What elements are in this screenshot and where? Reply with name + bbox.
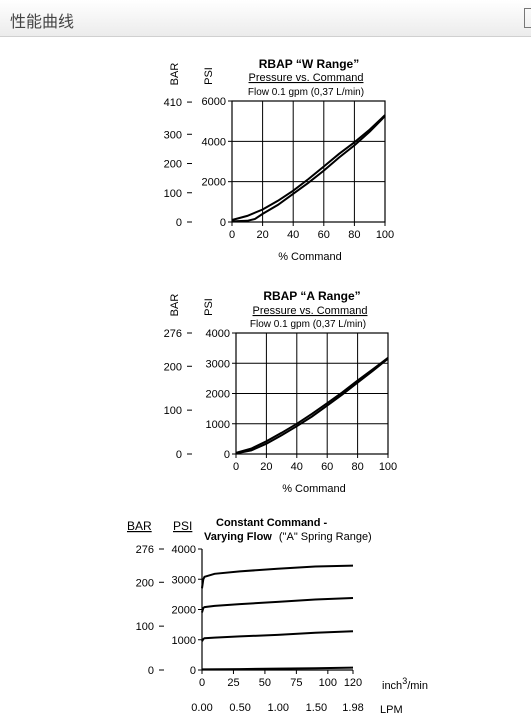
bar-tick-label: 100 [164,188,182,200]
y-tick-label: 2000 [172,605,196,617]
bar-tick-label: 276 [136,544,154,556]
panel-header: 性能曲线 [0,0,531,37]
x-tick-label: 20 [256,229,268,241]
x-tick-label: 75 [290,677,302,689]
series-line [231,114,386,221]
x2-tick-label: 1.50 [306,702,327,714]
x-tick-label: 80 [351,461,363,473]
y-tick-label: 2000 [202,177,226,189]
x-tick-label: 40 [291,461,303,473]
bar-tick-label: 200 [164,159,182,171]
bar-tick-label: 200 [164,361,182,373]
x-tick-label: 100 [376,229,394,241]
bar-axis-label: BAR [169,63,181,86]
x-tick-label: 20 [260,461,272,473]
expand-icon[interactable] [524,8,531,28]
chart-note: Flow 0.1 gpm (0,37 L/min) [250,319,366,330]
svg-text:Varying Flow ("A" Spring R: Varying Flow ("A" Spring Range) [204,531,372,543]
chart-title: Constant Command - [216,517,328,529]
y-tick-label: 0 [190,665,196,677]
chart-subtitle: Pressure vs. Command [253,305,368,317]
bar-tick-label: 100 [164,405,182,417]
y-tick-label: 2000 [206,389,230,401]
x-tick-label: 120 [344,677,362,689]
psi-axis-label: PSI [173,519,192,533]
bar-axis-label: BAR [169,294,181,317]
x-tick-label: 80 [348,229,360,241]
psi-axis-label: PSI [203,298,215,316]
x2-tick-label: 1.00 [268,702,289,714]
y-tick-label: 1000 [172,635,196,647]
chart-title: RBAP “A Range” [263,289,360,303]
x-unit-prefix: inch [382,680,402,692]
x2-tick-label: 0.50 [229,702,250,714]
x-unit-sup: 3 [402,676,407,686]
x-tick-label: 50 [259,677,271,689]
chart-constant-command: BAR PSI Constant Command - Varying Flow … [127,517,428,716]
psi-axis-label: PSI [203,67,215,85]
x-tick-label: 40 [287,229,299,241]
series-line [231,115,386,223]
chart-subtitle: Pressure vs. Command [249,72,364,84]
y-tick-label: 3000 [206,358,230,370]
x-tick-label: 60 [318,229,330,241]
y-tick-label: 0 [224,449,230,461]
y-tick-label: 4000 [172,544,196,556]
bar-tick-label: 276 [164,328,182,340]
x2-tick-label: 0.00 [191,702,212,714]
series-line [201,630,354,642]
x2-tick-label: 1.98 [342,702,363,714]
plot-area: 0 20 40 60 80 100 0 2000 4000 6000 0 100 200 300 410 [164,96,395,241]
x-axis-label: % Command [282,483,346,495]
y-tick-label: 4000 [206,328,230,340]
x-tick-label: 0 [229,229,235,241]
series-line [201,597,354,613]
y-tick-label: 4000 [202,136,226,148]
chart-w-range: RBAP “W Range” Pressure vs. Command Flow… [164,57,395,263]
bar-tick-label: 200 [136,577,154,589]
bar-tick-label: 0 [176,449,182,461]
series-line [201,564,354,589]
y-tick-label: 1000 [206,419,230,431]
bar-axis-label: BAR [127,519,152,533]
bar-tick-label: 100 [136,621,154,633]
x-tick-label: 100 [379,461,397,473]
y-tick-label: 0 [220,217,226,229]
bar-tick-label: 300 [164,129,182,141]
plot-frame [231,100,386,223]
x-tick-label: 100 [319,677,337,689]
series-line [235,357,389,454]
x-tick-label: 0 [233,461,239,473]
x-unit-suffix: /min [407,680,428,692]
x-axis-label: % Command [278,251,342,263]
bar-tick-label: 410 [164,97,182,109]
chart-subtitle: ("A" Spring Range) [279,531,372,543]
x-tick-label: 25 [227,677,239,689]
chart-a-range: RBAP “A Range” Pressure vs. Command Flow… [164,289,398,495]
x-tick-label: 60 [321,461,333,473]
y-tick-label: 6000 [202,96,226,108]
chart-note: Flow 0.1 gpm (0,37 L/min) [248,87,364,98]
x-tick-label: 0 [199,677,205,689]
svg-text:inch3/min: inch3/min [382,676,428,692]
chart-title-2: Varying Flow [204,531,272,543]
bar-tick-label: 0 [148,665,154,677]
x2-unit-label: LPM [380,704,403,716]
chart-title: RBAP “W Range” [259,57,359,71]
panel-title: 性能曲线 [10,12,75,31]
y-tick-label: 3000 [172,574,196,586]
series-line [201,666,354,671]
series-line [235,357,389,455]
bar-tick-label: 0 [176,217,182,229]
